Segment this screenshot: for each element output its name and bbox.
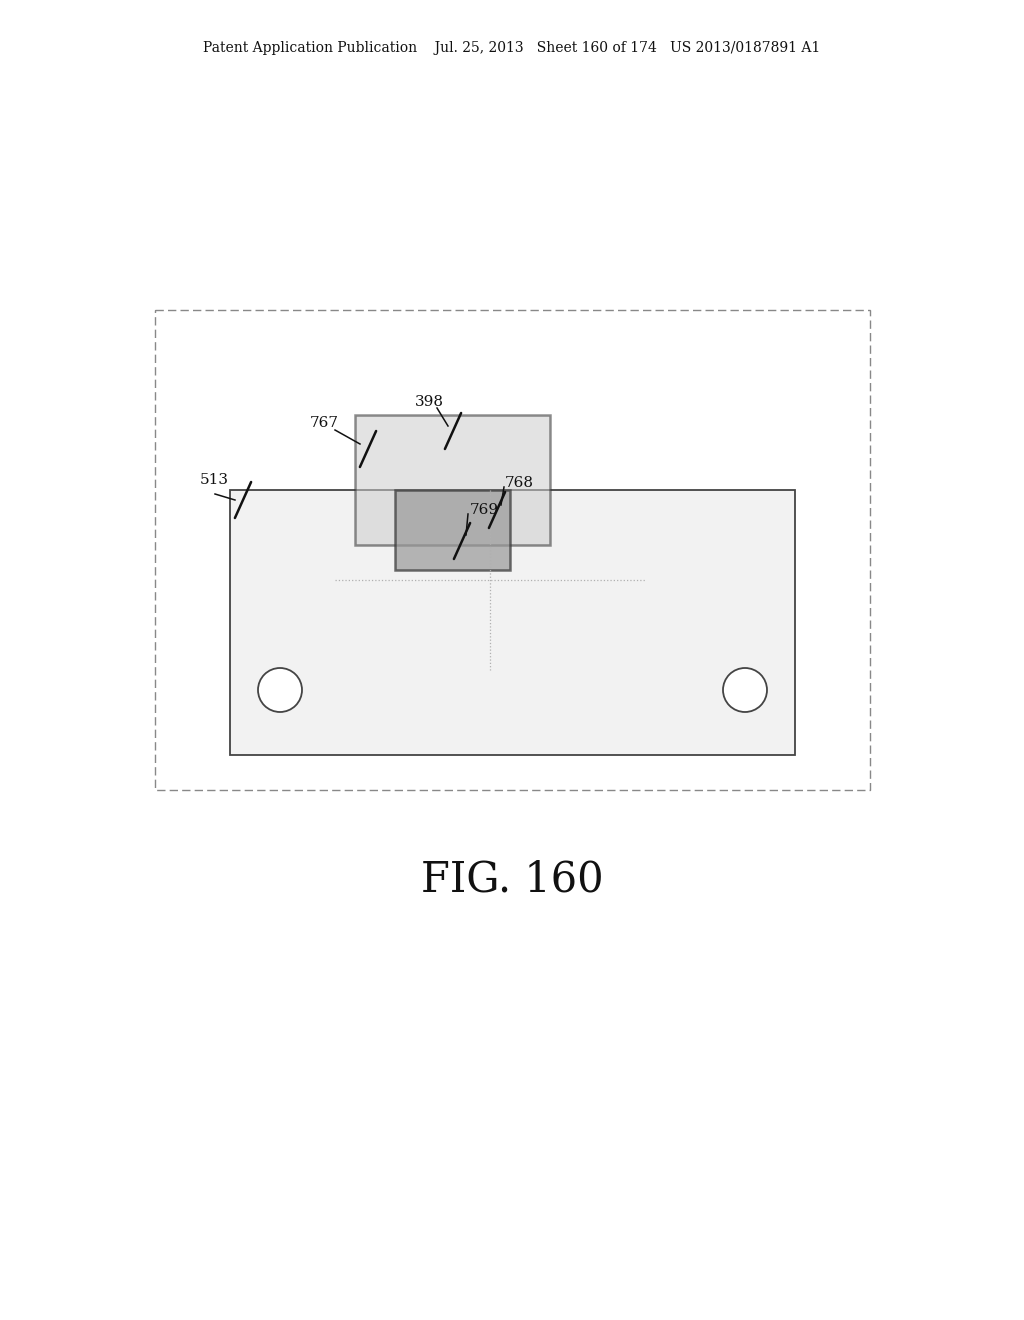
- Circle shape: [723, 668, 767, 711]
- Bar: [395, 490, 510, 570]
- Text: Patent Application Publication    Jul. 25, 2013   Sheet 160 of 174   US 2013/018: Patent Application Publication Jul. 25, …: [204, 41, 820, 55]
- Text: 768: 768: [505, 477, 534, 490]
- Text: 767: 767: [310, 416, 339, 430]
- Text: FIG. 160: FIG. 160: [421, 859, 603, 902]
- Circle shape: [258, 668, 302, 711]
- Bar: [355, 414, 550, 545]
- Bar: [155, 310, 870, 789]
- Text: 398: 398: [415, 395, 444, 409]
- Text: 769: 769: [470, 503, 499, 517]
- Text: 513: 513: [200, 473, 229, 487]
- Bar: [230, 490, 795, 755]
